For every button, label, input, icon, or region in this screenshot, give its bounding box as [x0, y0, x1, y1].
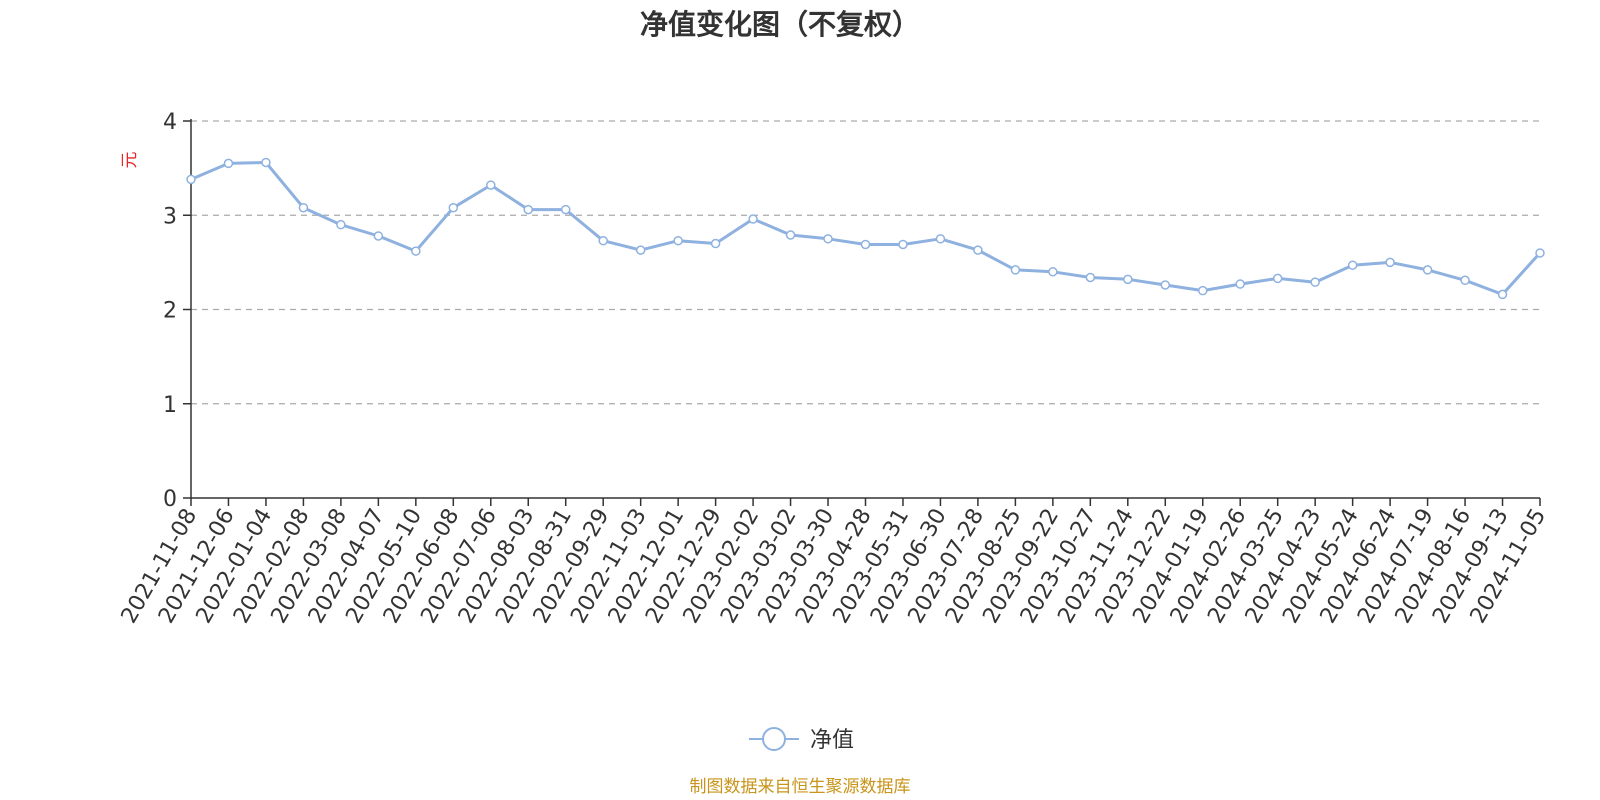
data-point[interactable]: [298, 202, 309, 213]
data-point[interactable]: [486, 180, 496, 190]
legend-label: 净值: [810, 728, 854, 753]
series-line: [189, 161, 1542, 296]
data-point[interactable]: [1123, 274, 1133, 285]
data-point[interactable]: [1272, 273, 1283, 284]
data-point[interactable]: [1460, 275, 1470, 286]
data-point[interactable]: [785, 230, 796, 240]
data-point[interactable]: [336, 219, 346, 230]
data-point[interactable]: [448, 202, 459, 213]
series-group: [186, 157, 1545, 300]
data-point[interactable]: [1048, 267, 1058, 277]
data-point[interactable]: [1422, 265, 1433, 275]
data-point[interactable]: [1085, 272, 1096, 283]
data-point[interactable]: [523, 204, 533, 215]
data-point[interactable]: [1535, 248, 1545, 258]
axes: [190, 119, 1540, 499]
data-point[interactable]: [411, 246, 421, 256]
y-tick-label: 1: [163, 393, 177, 418]
legend-marker-icon: [762, 727, 786, 751]
data-point[interactable]: [1198, 285, 1208, 296]
data-point[interactable]: [748, 214, 758, 224]
data-point[interactable]: [373, 231, 384, 241]
y-tick-label: 2: [163, 299, 177, 324]
data-point[interactable]: [560, 204, 571, 215]
data-point[interactable]: [1160, 280, 1171, 290]
y-tick-label: 3: [163, 204, 177, 229]
data-point[interactable]: [1497, 289, 1508, 300]
data-point[interactable]: [935, 234, 946, 244]
source-note: 制图数据来自恒生聚源数据库: [690, 777, 911, 797]
data-point[interactable]: [1347, 260, 1358, 270]
data-point[interactable]: [898, 239, 908, 250]
x-axis-ticks: 2021-11-082021-12-062022-01-042022-02-08…: [117, 498, 1551, 628]
y-tick-label: 4: [163, 110, 177, 135]
data-point[interactable]: [186, 174, 196, 185]
data-point[interactable]: [710, 238, 721, 249]
data-point[interactable]: [1010, 265, 1021, 275]
y-axis-label: 元: [120, 152, 140, 169]
data-point[interactable]: [1385, 257, 1395, 268]
data-point[interactable]: [1235, 279, 1245, 289]
data-point[interactable]: [673, 235, 683, 246]
chart-title: 净值变化图（不复权）: [640, 8, 920, 41]
data-point[interactable]: [223, 158, 234, 169]
gridlines: [191, 120, 1540, 405]
data-point[interactable]: [1310, 277, 1320, 287]
data-point[interactable]: [860, 239, 871, 250]
data-point[interactable]: [598, 235, 608, 246]
y-tick-label: 0: [163, 487, 177, 512]
data-point[interactable]: [973, 245, 983, 255]
data-point[interactable]: [635, 245, 646, 255]
y-axis-ticks: 0 1 2 3 4: [163, 110, 191, 512]
data-point[interactable]: [823, 234, 833, 244]
legend[interactable]: 净值: [749, 727, 854, 753]
data-point[interactable]: [261, 157, 271, 168]
